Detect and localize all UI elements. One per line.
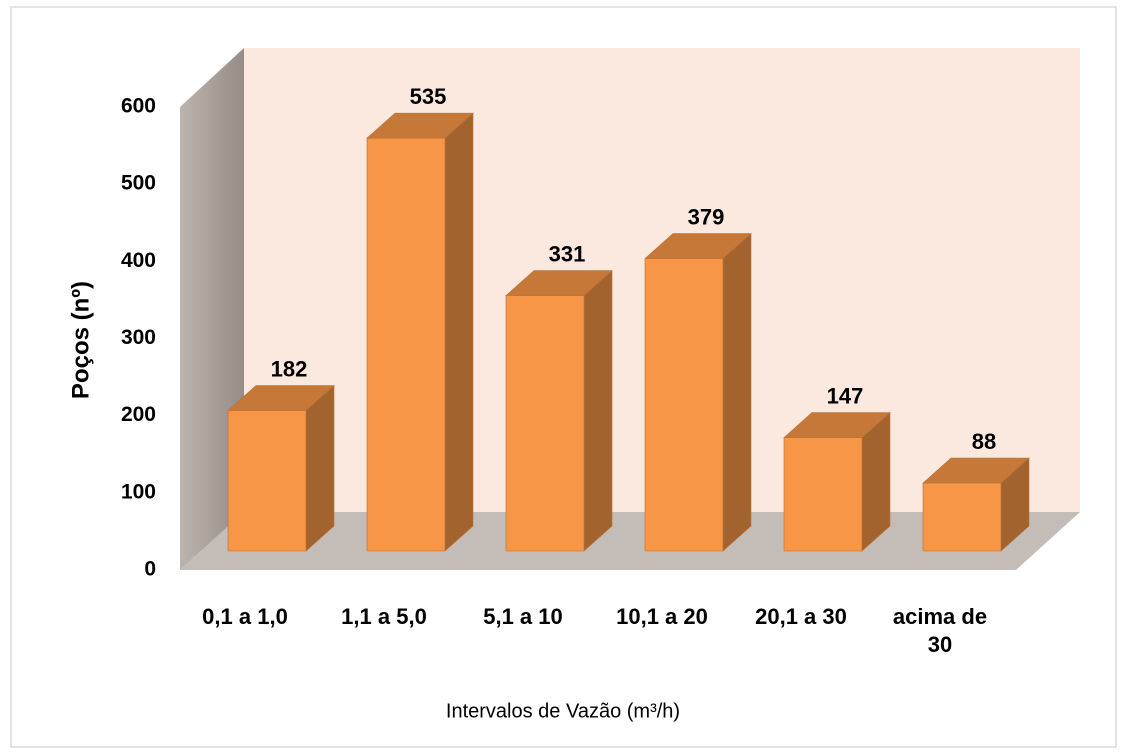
x-tick-label: 5,1 a 10 [483, 604, 563, 629]
x-tick-label: acima de 30 [892, 604, 988, 657]
y-tick-label: 300 [121, 326, 156, 349]
y-tick-label: 600 [121, 95, 156, 118]
bar [366, 112, 474, 552]
y-tick-label: 200 [121, 403, 156, 426]
value-label: 182 [271, 356, 308, 381]
value-label: 535 [410, 84, 447, 109]
x-axis-title: Intervalos de Vazão (m³/h) [446, 700, 680, 722]
x-tick-label: 0,1 a 1,0 [202, 604, 288, 629]
value-label: 379 [688, 204, 725, 229]
bar-front [644, 258, 724, 552]
bar-front [922, 482, 1002, 552]
bar [644, 232, 752, 552]
x-tick-label: 1,1 a 5,0 [341, 604, 427, 629]
bar [505, 269, 613, 552]
bar [922, 457, 1030, 552]
bar-front [783, 437, 863, 552]
x-tick-label: 10,1 a 20 [616, 604, 708, 629]
bar [227, 384, 335, 552]
bar-front [227, 410, 307, 552]
x-tick-label: 20,1 a 30 [755, 604, 847, 629]
y-tick-label: 500 [121, 172, 156, 195]
bar-side [305, 384, 335, 552]
bar [783, 411, 891, 552]
bar-side [583, 269, 613, 552]
bar-side [722, 232, 752, 552]
value-label: 88 [972, 429, 996, 454]
y-tick-label: 100 [121, 480, 156, 503]
bar-side [444, 112, 474, 552]
value-label: 331 [549, 241, 586, 266]
y-tick-label: 0 [144, 558, 156, 581]
bar-front [505, 295, 585, 552]
y-axis-title: Poços (nº) [67, 281, 94, 399]
bar-front [366, 137, 446, 552]
value-label: 147 [827, 383, 864, 408]
y-tick-label: 400 [121, 249, 156, 272]
